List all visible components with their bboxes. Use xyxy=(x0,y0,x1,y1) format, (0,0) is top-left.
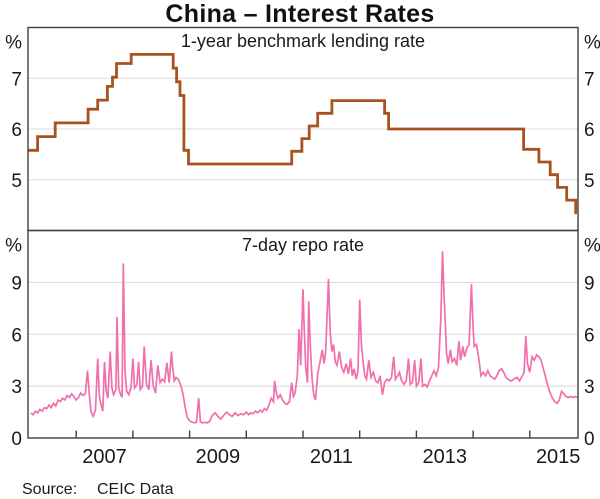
y-tick-label-right: 9 xyxy=(584,273,595,294)
y-tick-label-right: 6 xyxy=(584,120,595,141)
y-tick-label-left: 6 xyxy=(11,325,22,346)
y-tick-label-left: 9 xyxy=(11,273,22,294)
chart-render-layer: 5 5 6 6 7 7% % 0 0 3 3 6 6 9 9% % 2007 2009 2011 2013 2015 xyxy=(5,33,600,469)
y-tick-label-left: 3 xyxy=(11,377,22,398)
x-tick-label: 2009 xyxy=(196,446,241,468)
y-tick-label-left: 5 xyxy=(11,171,22,192)
source-value: CEIC Data xyxy=(97,481,174,498)
lending-rate-line xyxy=(28,53,578,215)
bottom-panel-label: 7-day repo rate xyxy=(242,235,364,255)
x-tick-label: 2007 xyxy=(82,446,127,468)
y-tick-label-right: 0 xyxy=(584,429,595,450)
y-tick-label-left: 0 xyxy=(11,429,22,450)
percent-label-right: % xyxy=(584,236,600,257)
y-tick-label-right: 3 xyxy=(584,377,595,398)
x-tick-label: 2013 xyxy=(423,446,468,468)
y-tick-label-left: 6 xyxy=(11,120,22,141)
x-tick-label: 2015 xyxy=(536,446,581,468)
source-label: Source: xyxy=(22,481,77,498)
y-tick-label-left: 7 xyxy=(11,69,22,90)
percent-label-left: % xyxy=(5,33,22,54)
top-panel-label: 1-year benchmark lending rate xyxy=(181,31,425,51)
y-tick-label-right: 7 xyxy=(584,69,595,90)
y-tick-label-right: 6 xyxy=(584,325,595,346)
bottom-panel-border xyxy=(27,229,579,439)
percent-label-right: % xyxy=(584,33,600,54)
y-tick-label-right: 5 xyxy=(584,171,595,192)
page-title: China – Interest Rates xyxy=(165,0,434,28)
repo-rate-line xyxy=(30,251,578,424)
x-tick-label: 2011 xyxy=(310,446,353,468)
percent-label-left: % xyxy=(5,236,22,257)
